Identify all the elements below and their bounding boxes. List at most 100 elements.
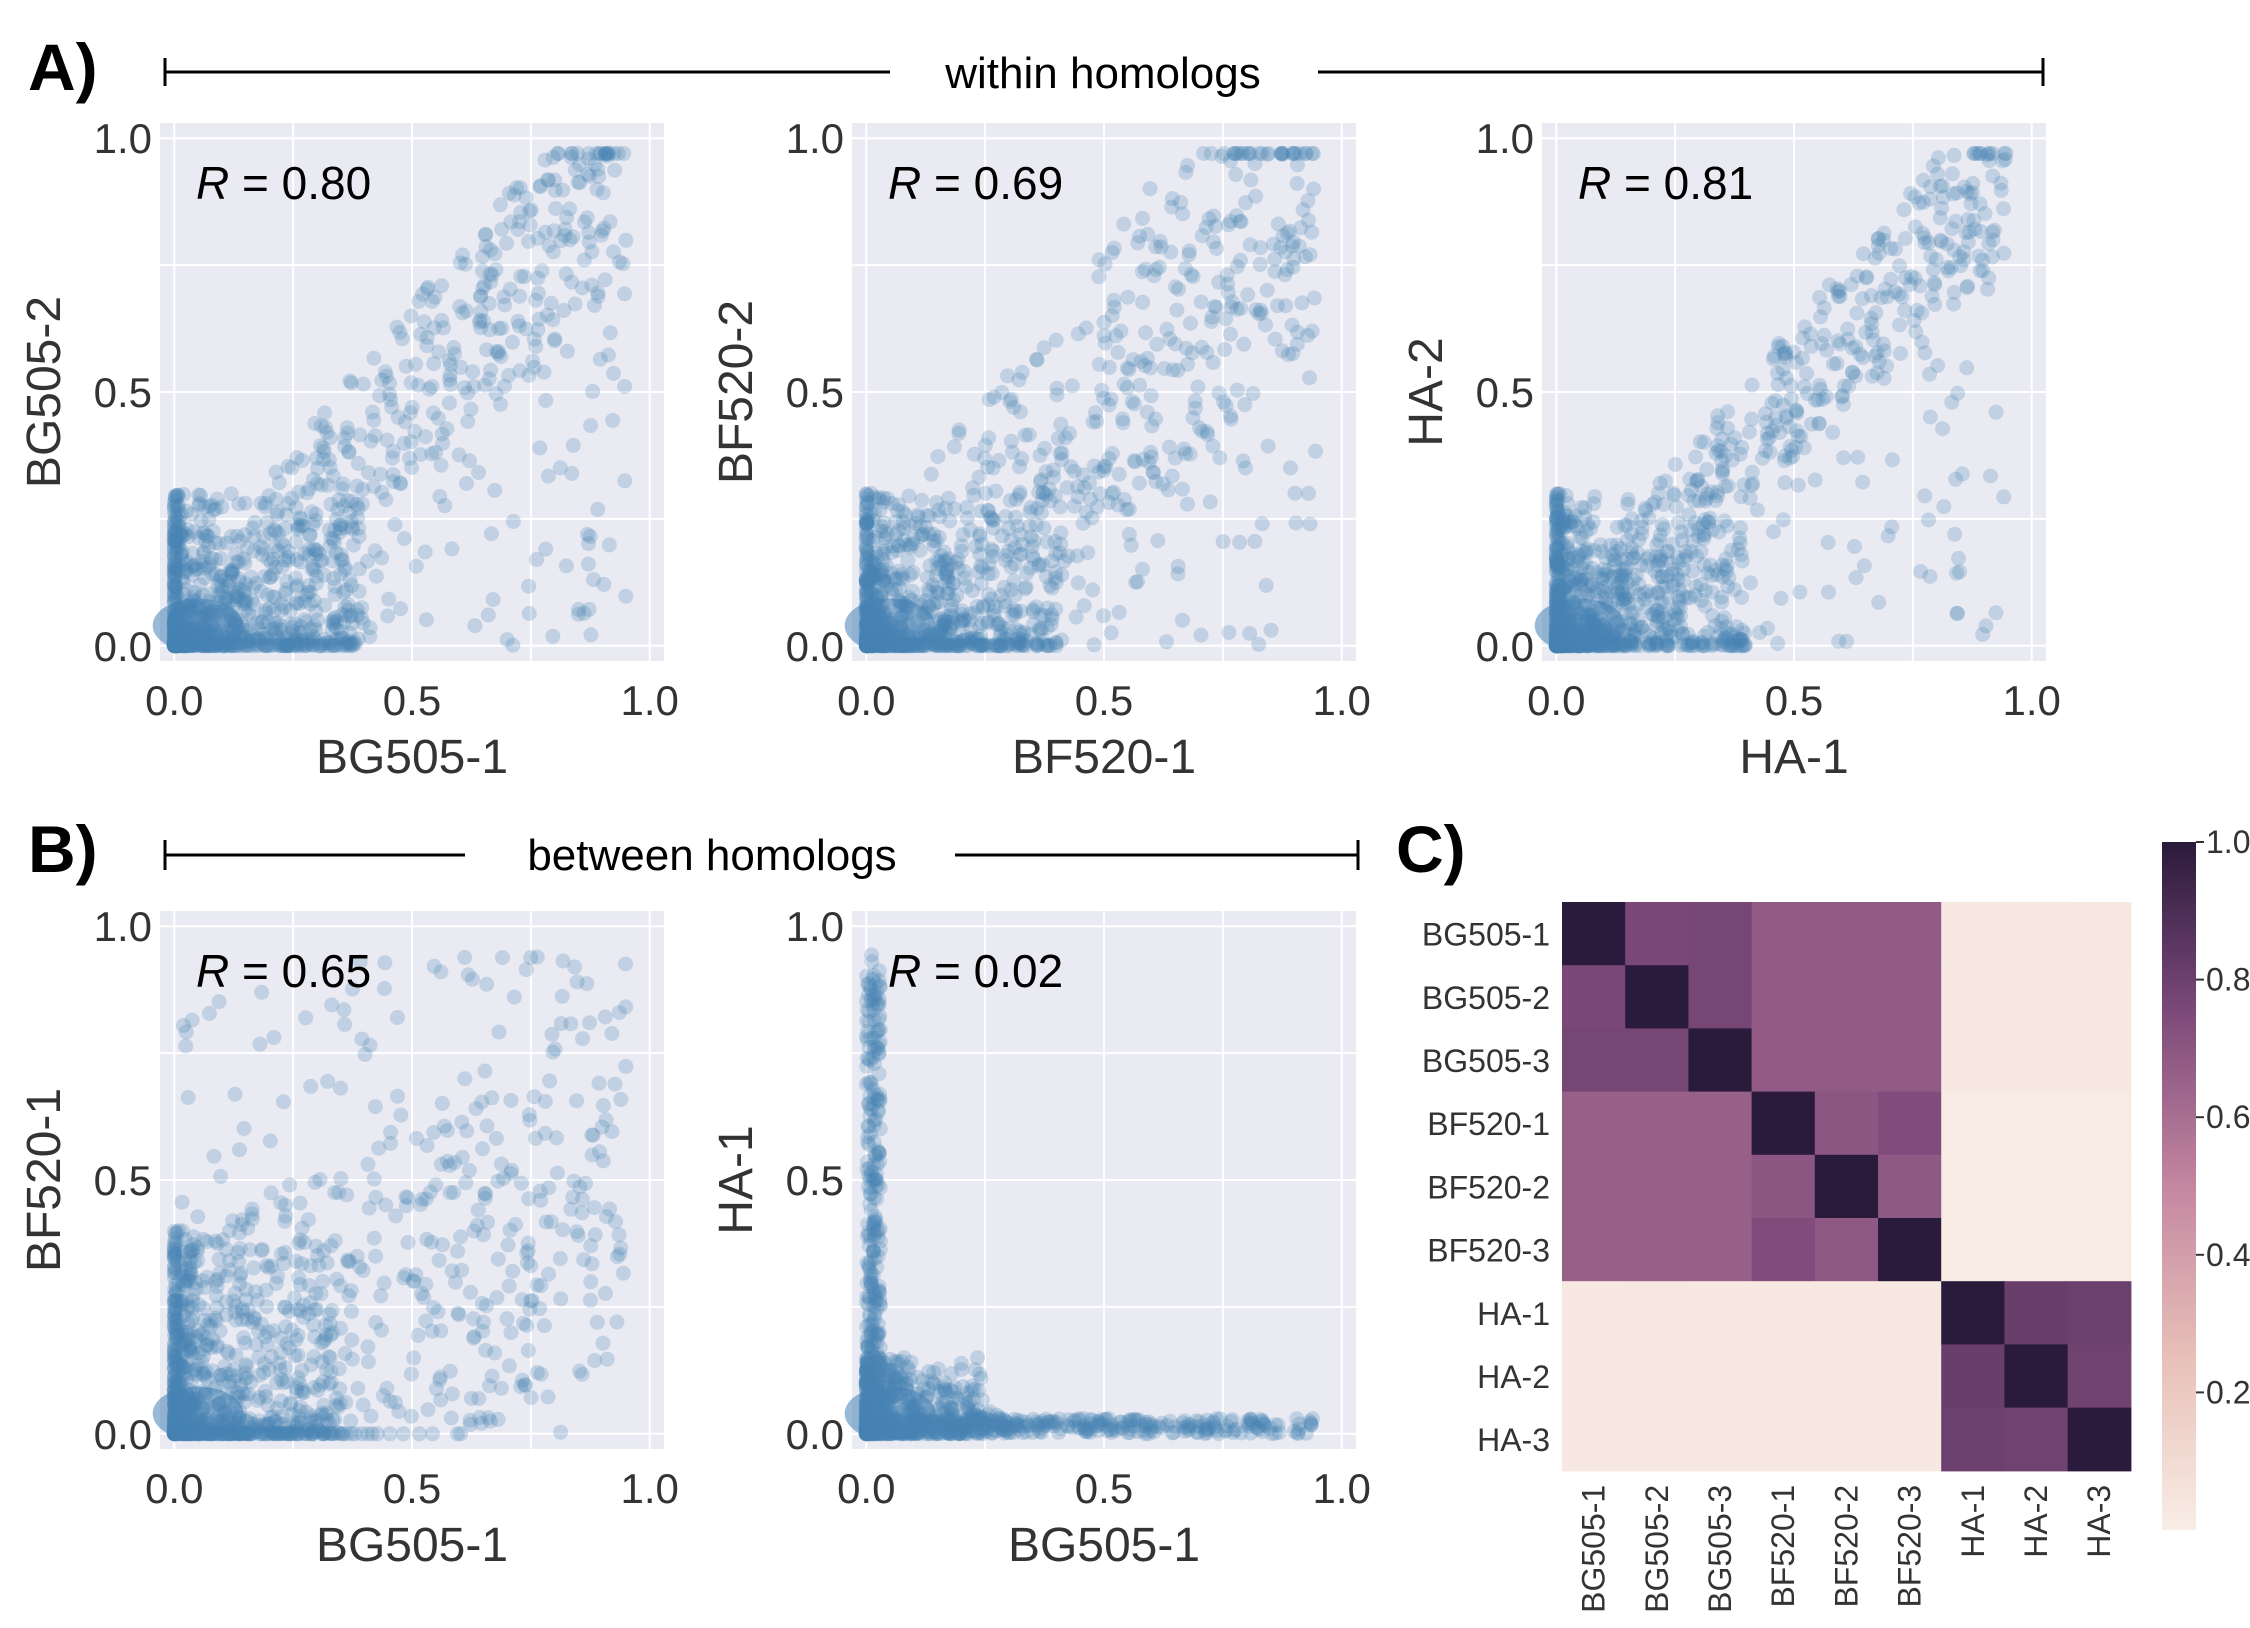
scatter-point bbox=[404, 399, 420, 415]
scatter-point bbox=[1075, 515, 1091, 531]
scatter-point bbox=[193, 513, 209, 528]
scatter-point bbox=[376, 981, 392, 996]
scatter-point bbox=[166, 540, 182, 556]
scatter-point bbox=[217, 573, 233, 589]
scatter-point bbox=[1053, 416, 1069, 432]
scatter-point bbox=[504, 334, 520, 350]
scatter-point bbox=[1221, 625, 1237, 640]
scatter-point bbox=[1717, 448, 1733, 464]
scatter-point bbox=[166, 577, 182, 593]
scatter-point bbox=[201, 559, 217, 575]
scatter-point bbox=[222, 563, 238, 579]
scatter-point bbox=[245, 628, 261, 644]
scatter-point bbox=[477, 227, 493, 243]
scatter-point bbox=[530, 230, 546, 246]
scatter-point bbox=[617, 286, 632, 302]
scatter-point bbox=[308, 513, 324, 529]
scatter-point bbox=[292, 1195, 308, 1211]
scatter-point bbox=[1193, 294, 1209, 310]
scatter-point bbox=[418, 612, 434, 628]
scatter-point bbox=[609, 1314, 625, 1330]
scatter-point bbox=[1830, 288, 1846, 304]
scatter-point bbox=[1294, 295, 1310, 311]
scatter-point bbox=[1946, 284, 1962, 300]
scatter-point bbox=[167, 560, 182, 576]
scatter-point bbox=[459, 476, 474, 491]
scatter-point bbox=[418, 1313, 434, 1329]
scatter-point bbox=[443, 377, 459, 392]
scatter-point bbox=[383, 1124, 399, 1140]
scatter-point bbox=[467, 618, 483, 634]
scatter-point bbox=[209, 1300, 225, 1316]
scatter-point bbox=[191, 498, 207, 513]
scatter-point bbox=[1879, 358, 1895, 374]
scatter-point bbox=[279, 638, 295, 654]
scatter-point bbox=[617, 473, 633, 489]
x-tick-label: 0.5 bbox=[383, 677, 441, 724]
scatter-point bbox=[512, 363, 528, 379]
scatter-point bbox=[202, 1005, 217, 1021]
scatter-point bbox=[1549, 510, 1565, 526]
scatter-point bbox=[562, 232, 578, 248]
scatter-point bbox=[1893, 346, 1908, 361]
scatter-point bbox=[306, 1349, 322, 1365]
scatter-point bbox=[1036, 520, 1052, 536]
scatter-point bbox=[317, 597, 333, 613]
scatter-point bbox=[365, 404, 381, 420]
scatter-point bbox=[1287, 485, 1303, 501]
scatter-point bbox=[569, 146, 585, 161]
y-tick-label: 0.5 bbox=[786, 369, 844, 416]
scatter-point bbox=[512, 180, 528, 196]
scatter-point bbox=[404, 460, 420, 475]
scatter-point bbox=[1187, 400, 1203, 416]
scatter-point bbox=[1856, 558, 1872, 574]
scatter-point bbox=[343, 375, 359, 391]
scatter-point bbox=[1732, 446, 1748, 462]
scatter-point bbox=[322, 430, 338, 446]
scatter-point bbox=[288, 636, 304, 652]
scatter-point bbox=[1104, 308, 1120, 323]
scatter-point bbox=[236, 551, 251, 567]
scatter-point bbox=[463, 401, 479, 417]
scatter-point bbox=[360, 1156, 376, 1172]
scatter-point bbox=[1947, 526, 1963, 542]
scatter-point bbox=[407, 423, 423, 439]
scatter-point bbox=[327, 587, 343, 603]
scatter-point bbox=[599, 146, 615, 161]
scatter-point bbox=[270, 504, 286, 520]
scatter-point bbox=[534, 263, 550, 279]
scatter-point bbox=[615, 256, 631, 272]
scatter-point bbox=[253, 583, 269, 599]
scatter-point bbox=[166, 527, 182, 543]
scatter-point bbox=[333, 1171, 349, 1187]
scatter-point bbox=[505, 514, 521, 529]
scatter-point bbox=[337, 1016, 353, 1032]
scatter-point bbox=[1789, 405, 1805, 421]
scatter-point bbox=[1914, 305, 1930, 321]
scatter-point bbox=[444, 541, 460, 557]
scatter-point bbox=[430, 410, 446, 426]
scatter-point bbox=[552, 1251, 568, 1267]
scatter-point bbox=[1217, 342, 1233, 357]
scatter-point bbox=[180, 1090, 196, 1105]
scatter-point bbox=[393, 476, 409, 492]
scatter-point bbox=[494, 320, 510, 336]
scatter-point bbox=[1573, 573, 1589, 589]
scatter-point bbox=[1076, 598, 1092, 614]
scatter-point bbox=[1089, 413, 1105, 429]
scatter-point bbox=[1981, 153, 1997, 169]
scatter-point bbox=[1110, 344, 1126, 360]
scatter-point bbox=[1636, 586, 1652, 601]
scatter-dense-core bbox=[1534, 598, 1626, 653]
scatter-point bbox=[1620, 532, 1635, 548]
scatter-point bbox=[1684, 638, 1700, 654]
scatter-point bbox=[1993, 183, 2009, 198]
scatter-point bbox=[570, 606, 586, 622]
scatter-point bbox=[944, 597, 959, 613]
scatter-point bbox=[1032, 447, 1048, 463]
scatter-point bbox=[1917, 345, 1933, 361]
scatter-point bbox=[214, 499, 230, 515]
scatter-point bbox=[308, 576, 324, 591]
scatter-point bbox=[1783, 378, 1799, 394]
scatter-point bbox=[579, 527, 595, 542]
